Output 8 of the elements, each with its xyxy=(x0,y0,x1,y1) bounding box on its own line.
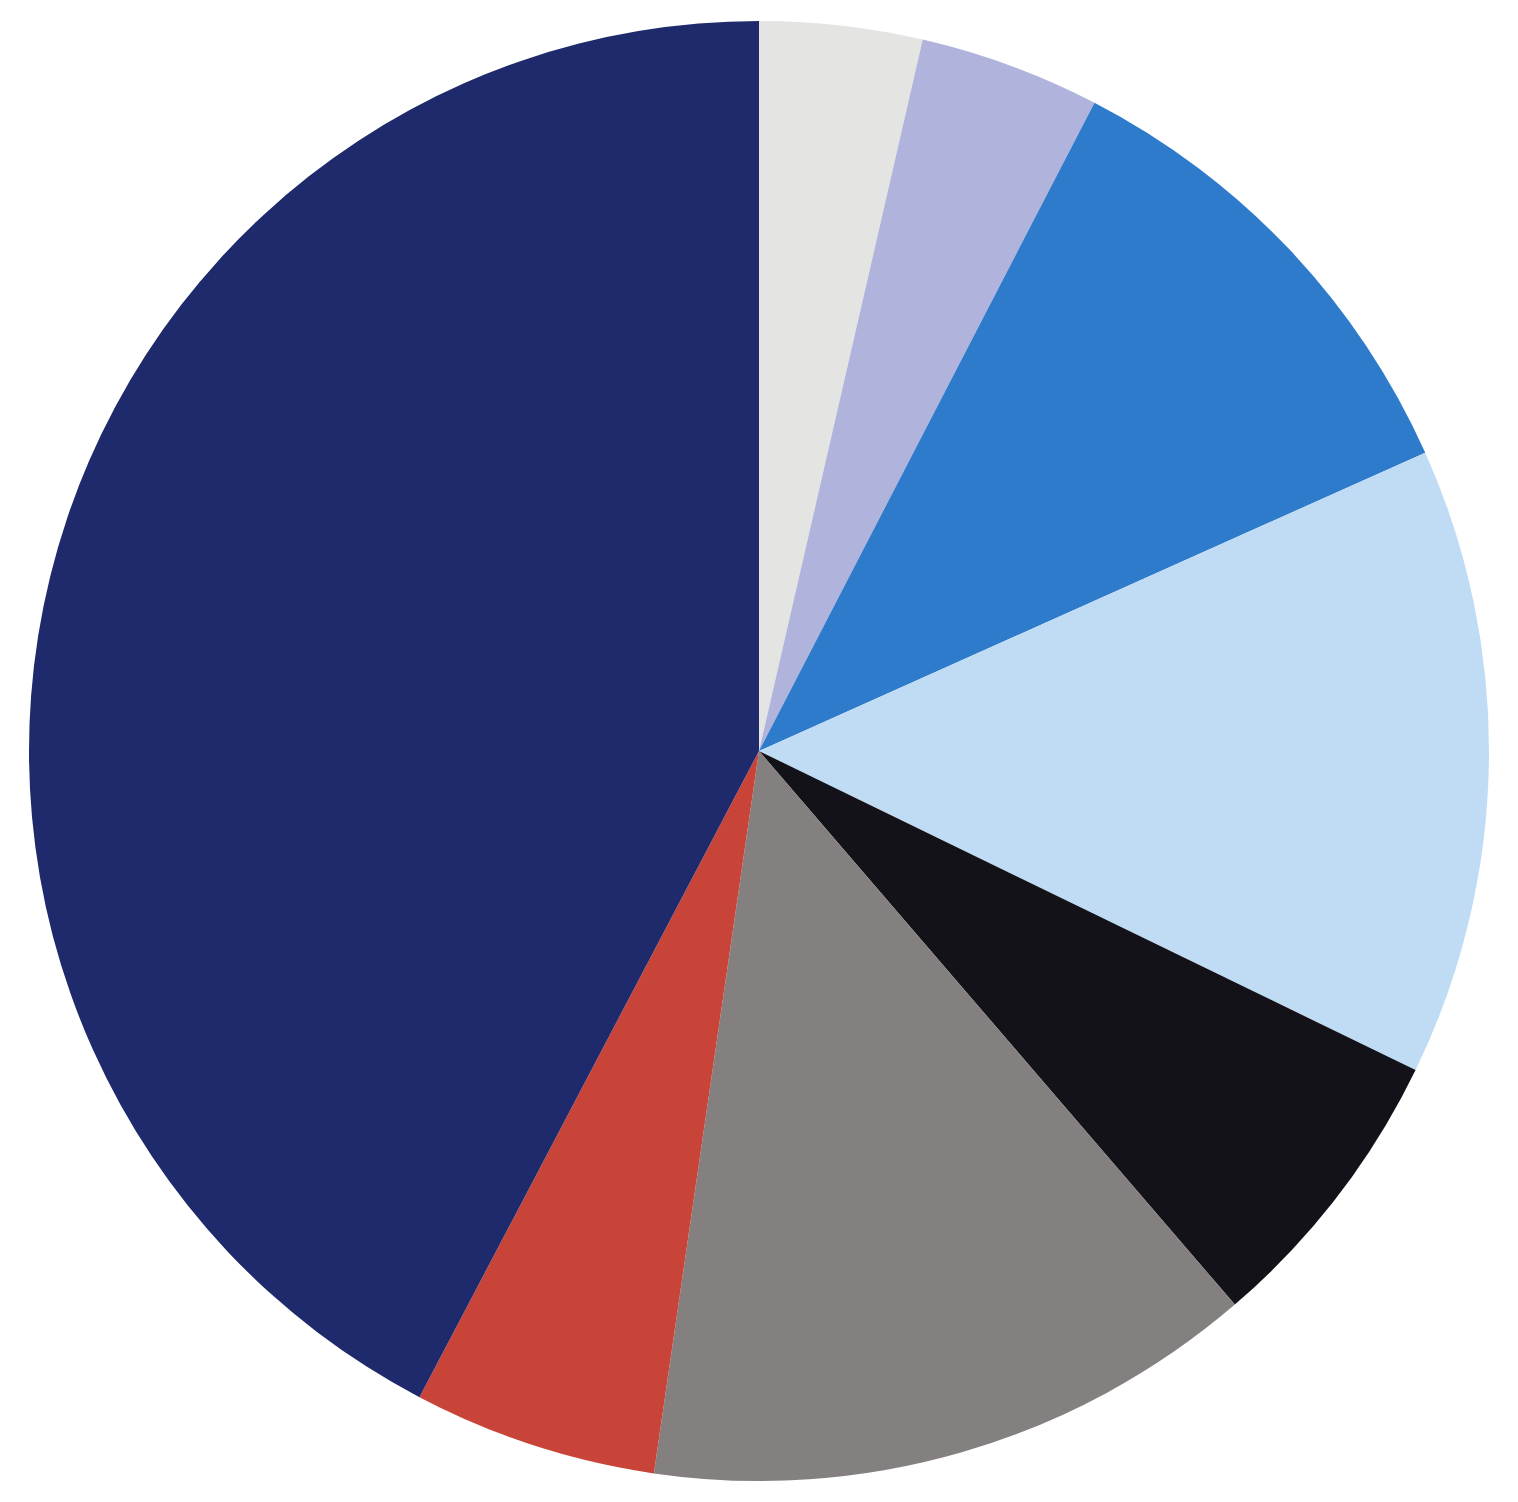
pie-slice xyxy=(759,39,1095,751)
pie-slice xyxy=(653,751,1235,1481)
pie-slice xyxy=(759,21,923,751)
pie-slice xyxy=(759,102,1426,751)
pie-slice xyxy=(419,751,759,1474)
pie-slice xyxy=(29,21,759,1398)
pie-slice xyxy=(759,751,1416,1305)
pie-slice xyxy=(759,452,1489,1071)
